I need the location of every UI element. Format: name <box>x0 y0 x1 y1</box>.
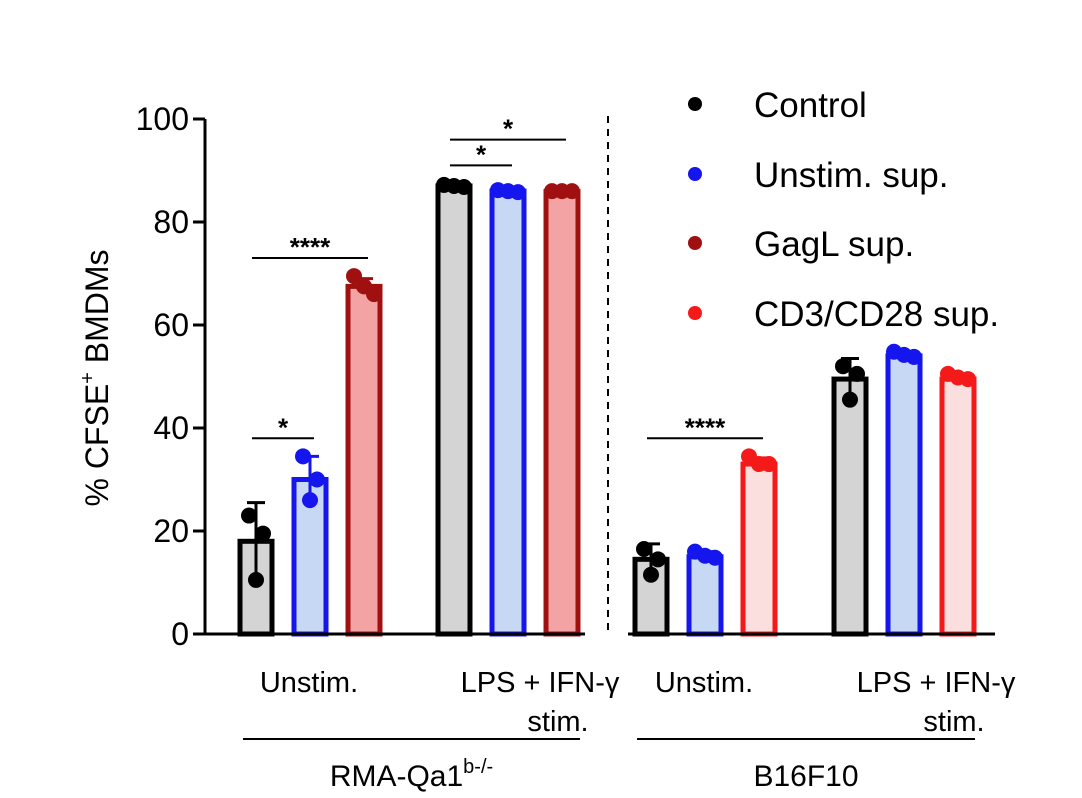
y-tick-label: 0 <box>171 616 189 652</box>
bar-gagl_sup <box>345 283 383 637</box>
data-point-cd3cd28_sup <box>761 456 777 473</box>
data-point-control <box>248 571 264 588</box>
legend-label-unstim_sup: Unstim. sup. <box>754 156 949 195</box>
x-axis: Unstim. LPS + IFN-γ stim. Unstim. LPS + IFN-… <box>205 116 1016 738</box>
legend-marker-gagl_sup <box>688 236 702 250</box>
bar-unstim_sup <box>885 353 923 637</box>
group-label: RMA-Qa1b-/- <box>330 756 493 793</box>
y-axis-label: % CFSE+ BMDMs <box>77 249 115 506</box>
data-point-unstim_sup <box>302 492 318 509</box>
category-label-line2: stim. <box>527 706 588 738</box>
group-label-superscript: b-/- <box>463 756 493 778</box>
y-tick-label: 60 <box>153 307 189 343</box>
data-point-unstim_sup <box>309 471 325 488</box>
data-point-control <box>643 566 659 583</box>
legend-marker-cd3cd28_sup <box>688 306 702 320</box>
bars <box>237 176 977 637</box>
y-tick-label: 20 <box>153 513 189 549</box>
data-point-control <box>456 178 472 195</box>
significance-label: **** <box>290 232 331 262</box>
bar-unstim_sup <box>686 554 724 637</box>
category-label: Unstim. <box>260 667 358 699</box>
group-label: B16F10 <box>753 760 858 793</box>
data-point-unstim_sup <box>906 348 922 365</box>
legend-marker-control <box>688 97 702 111</box>
group-label-main: RMA-Qa1 <box>330 760 463 793</box>
y-axis-label-superscript: + <box>77 372 99 384</box>
legend-label-gagl_sup: GagL sup. <box>754 225 914 264</box>
legend-marker-unstim_sup <box>688 167 702 181</box>
category-label: LPS + IFN-γ <box>461 667 620 699</box>
legend-label-control: Control <box>754 86 867 125</box>
significance-label: **** <box>685 412 726 442</box>
data-point-control <box>636 541 652 558</box>
group-label-main: B16F10 <box>753 760 858 793</box>
bar-cd3cd28_sup <box>740 461 778 637</box>
data-point-gagl_sup <box>346 268 362 285</box>
data-point-unstim_sup <box>510 184 526 201</box>
data-point-control <box>842 391 858 408</box>
bar-control <box>435 183 473 637</box>
significance-markers: *********** <box>252 114 763 442</box>
legend-label-cd3cd28_sup: CD3/CD28 sup. <box>754 295 999 334</box>
significance-label: * <box>503 114 514 144</box>
group-labels: RMA-Qa1b-/- B16F10 <box>243 738 975 793</box>
bar-cd3cd28_sup <box>939 376 977 637</box>
y-tick-label: 40 <box>153 410 189 446</box>
data-point-gagl_sup <box>564 183 580 200</box>
data-point-control <box>241 507 257 524</box>
data-point-control <box>650 551 666 568</box>
y-tick-label: 100 <box>136 101 189 137</box>
data-point-cd3cd28_sup <box>960 371 976 388</box>
y-tick-label: 80 <box>153 204 189 240</box>
significance-label: * <box>278 412 289 442</box>
bar-gagl_sup <box>543 189 581 637</box>
data-point-control <box>835 358 851 375</box>
bar-control <box>831 376 869 637</box>
y-axis-label-rest: BMDMs <box>79 249 115 372</box>
y-axis: 0 20 40 60 80 100 <box>136 101 207 652</box>
significance-label: * <box>476 139 487 169</box>
legend: Control Unstim. sup. GagL sup. CD3/CD28 sup… <box>688 86 999 334</box>
category-label: LPS + IFN-γ <box>857 667 1016 699</box>
category-label: Unstim. <box>655 667 753 699</box>
bar-unstim_sup <box>489 188 527 637</box>
category-label-line2: stim. <box>923 706 984 738</box>
data-point-unstim_sup <box>295 448 311 465</box>
data-point-control <box>849 365 865 382</box>
data-point-gagl_sup <box>366 286 382 303</box>
data-point-control <box>255 525 271 542</box>
data-point-unstim_sup <box>707 549 723 566</box>
